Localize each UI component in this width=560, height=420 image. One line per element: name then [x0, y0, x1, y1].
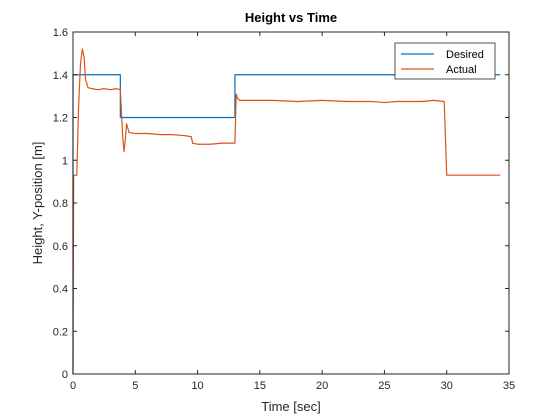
tick-layer: 0 5 10 15 20 25 30 35 0 0.2 0.4 0.6 0.8 1 1.2 1.4 1.6 — [53, 27, 515, 392]
series-line-actual — [72, 48, 501, 375]
y-tick-label: 1.2 — [53, 113, 68, 125]
plot-background — [73, 32, 509, 374]
x-tick-label: 0 — [70, 380, 76, 392]
legend-label-desired: Desired — [446, 49, 484, 61]
x-tick-label: 30 — [441, 380, 453, 392]
y-tick-label: 1.6 — [53, 27, 68, 39]
legend: Desired Actual — [394, 42, 496, 80]
y-tick-label: 1.4 — [53, 70, 68, 82]
legend-box — [394, 42, 496, 80]
chart-title: Height vs Time — [245, 10, 337, 25]
x-tick-label: 25 — [378, 380, 390, 392]
y-tick-label: 0.8 — [53, 198, 68, 210]
legend-label-actual: Actual — [446, 64, 477, 76]
y-tick-label: 0 — [62, 369, 68, 381]
x-tick-label: 10 — [191, 380, 203, 392]
y-axis-label: Height, Y-position [m] — [30, 142, 45, 265]
x-tick-label: 5 — [132, 380, 138, 392]
x-tick-label: 15 — [254, 380, 266, 392]
y-tick-label: 1 — [62, 155, 68, 167]
y-tick-label: 0.6 — [53, 241, 68, 253]
y-tick-label: 0.4 — [53, 284, 68, 296]
x-tick-label: 35 — [503, 380, 515, 392]
x-axis-label: Time [sec] — [261, 399, 320, 414]
x-tick-label: 20 — [316, 380, 328, 392]
y-tick-label: 0.2 — [53, 326, 68, 338]
